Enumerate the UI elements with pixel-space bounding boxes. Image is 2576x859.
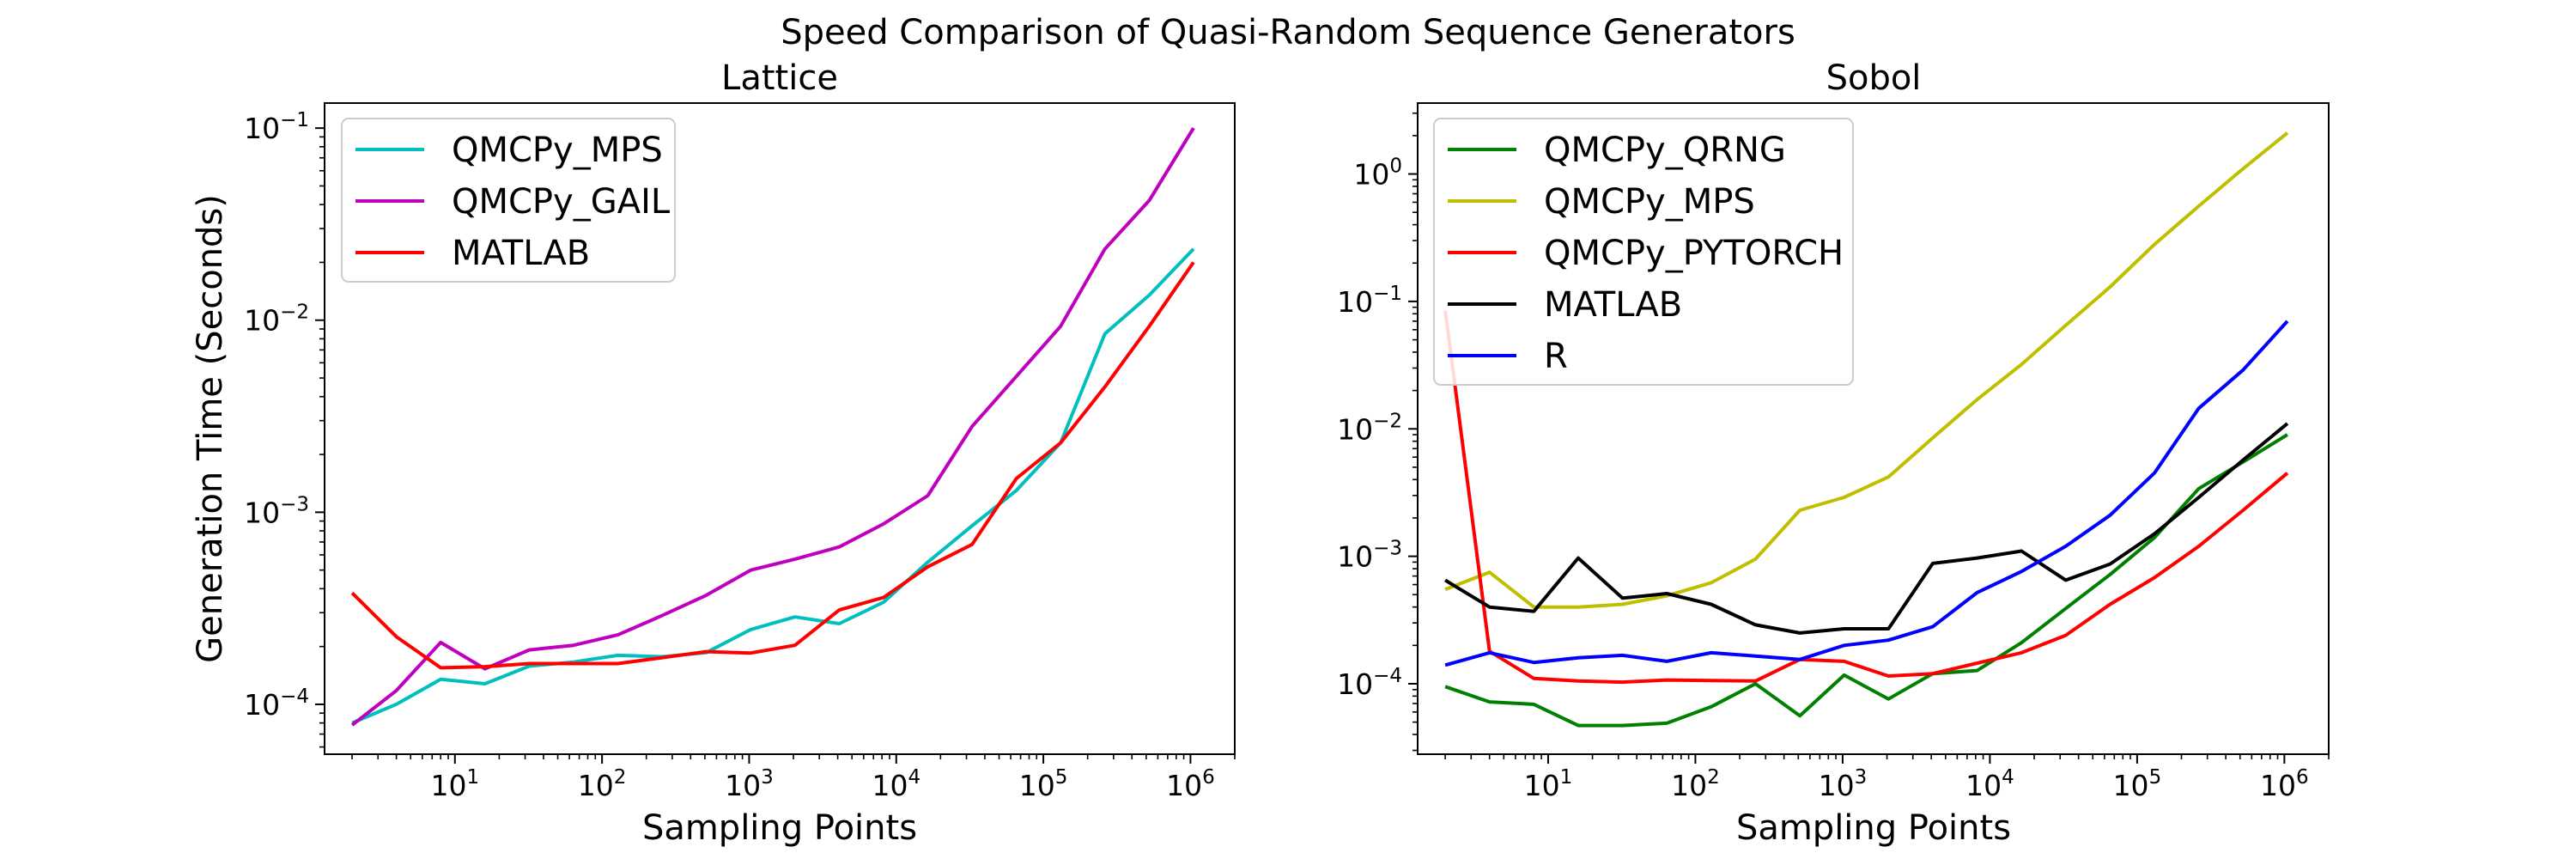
sobol-x-tick-label: 105: [2113, 766, 2162, 802]
sobol-y-tick-label: 10−4: [1337, 665, 1402, 701]
sobol-x-tick-label: 102: [1671, 766, 1720, 802]
lattice-legend-label-qmcpy-mps: QMCPy_MPS: [452, 131, 663, 170]
lattice-legend-label-qmcpy-gail: QMCPy_GAIL: [452, 182, 671, 222]
sobol-legend: QMCPy_QRNG QMCPy_MPS QMCPy_PYTORCH MATLAB R: [1433, 118, 1854, 386]
lattice-legend-box: [341, 118, 676, 283]
sobol-x-tick-label: 103: [1819, 766, 1868, 802]
lattice-series-lines: [350, 127, 1195, 727]
sobol-series-qmcpy-qrng: [1444, 433, 2288, 728]
sobol-y-tick-label: 10−1: [1337, 283, 1402, 319]
sobol-series-lines: [1443, 131, 2289, 728]
lattice-y-tick-label: 10−4: [244, 685, 309, 722]
sobol-x-axis-label: Sampling Points: [1736, 808, 2011, 848]
lattice-y-tick-label: 10−2: [244, 302, 309, 338]
lattice-x-axis-label: Sampling Points: [642, 808, 917, 848]
sobol-axes: Sobol 101 102 103 104 105 106 10−4 10−3 10−2 10−1…: [1337, 58, 2330, 848]
sobol-x-tick-label: 104: [1965, 766, 2014, 802]
lattice-x-tick-label: 106: [1166, 766, 1215, 802]
lattice-axes-frame: [324, 102, 1236, 755]
sobol-x-tick-label: 101: [1524, 766, 1573, 802]
figure-title: Speed Comparison of Quasi-Random Sequenc…: [781, 13, 1795, 52]
sobol-legend-label-matlab: MATLAB: [1544, 285, 1682, 325]
sobol-title: Sobol: [1826, 58, 1922, 98]
lattice-y-tick-label: 10−1: [244, 109, 309, 145]
sobol-x-tick-label: 106: [2260, 766, 2309, 802]
sobol-y-tick-label: 10−2: [1337, 410, 1402, 446]
lattice-axes: Lattice 101 102 103 104 105 10610−410−310−210…: [191, 58, 1236, 848]
sobol-series-matlab: [1444, 422, 2289, 635]
sobol-legend-label-qmcpy-qrng: QMCPy_QRNG: [1544, 131, 1786, 170]
lattice-legend-label-matlab: MATLAB: [452, 234, 590, 273]
sobol-legend-label-qmcpy-pytorch: QMCPy_PYTORCH: [1544, 234, 1844, 273]
sobol-legend-label-qmcpy-mps: QMCPy_MPS: [1544, 182, 1755, 222]
lattice-series-matlab: [350, 261, 1195, 670]
sobol-y-tick-label: 100: [1353, 155, 1402, 192]
lattice-x-tick-label: 105: [1019, 766, 1068, 802]
lattice-title: Lattice: [721, 58, 838, 98]
lattice-x-tick-label: 103: [725, 766, 774, 802]
lattice-series-qmcpy-mps: [351, 247, 1195, 725]
sobol-series-qmcpy-mps: [1444, 131, 2289, 609]
lattice-x-tick-label: 102: [578, 766, 627, 802]
lattice-ticks: 101 102 103 104 105 106 10−4 10−3 10−2 10−1: [244, 109, 1236, 802]
lattice-legend: QMCPy_MPS QMCPy_GAIL MATLAB: [341, 118, 676, 283]
sobol-y-tick-label: 10−3: [1337, 538, 1402, 574]
lattice-y-axis-label: Generation Time (Seconds): [191, 194, 230, 663]
lattice-x-tick-label: 101: [430, 766, 479, 802]
lattice-x-tick-label: 104: [872, 766, 920, 802]
sobol-legend-box: [1433, 118, 1854, 386]
sobol-ticks: 101 102 103 104 105 106 10−4 10−3 10−2 10−1 100: [1337, 112, 2330, 802]
sobol-series-r: [1444, 320, 2289, 667]
sobol-legend-label-r: R: [1544, 337, 1568, 376]
sobol-series-qmcpy-pytorch: [1443, 310, 2289, 685]
lattice-y-tick-label: 10−3: [244, 493, 309, 529]
